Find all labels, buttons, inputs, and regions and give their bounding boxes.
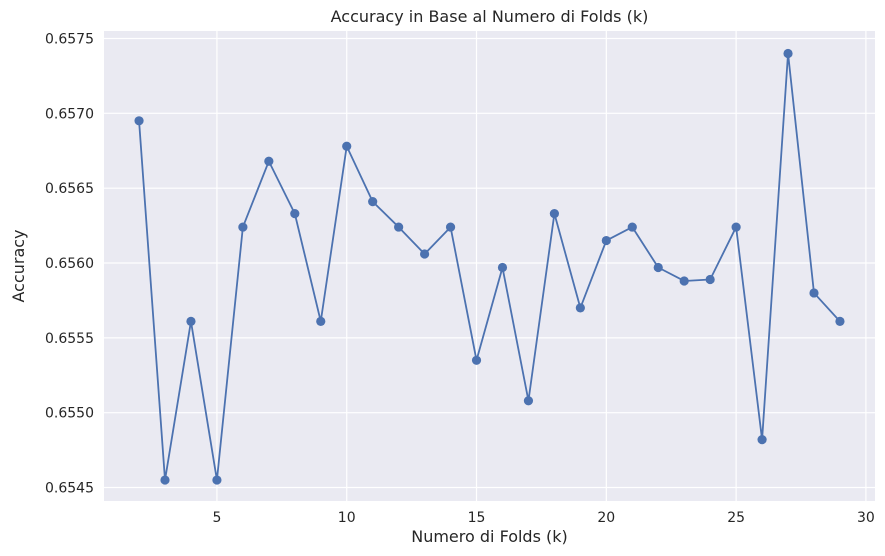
series-line <box>138 52 841 481</box>
y-axis-label: Accuracy <box>9 229 28 302</box>
x-tick-label: 10 <box>338 510 356 526</box>
data-point <box>290 209 300 219</box>
y-tick-label: 0.6550 <box>45 406 94 422</box>
data-point <box>264 156 274 166</box>
x-tick-label: 25 <box>727 510 745 526</box>
data-point <box>783 48 793 59</box>
x-tick-label: 30 <box>857 510 875 526</box>
data-point <box>368 197 378 207</box>
data-point <box>523 396 534 406</box>
data-point <box>705 274 715 285</box>
data-point <box>212 475 222 485</box>
data-point <box>757 435 767 445</box>
data-point <box>342 141 352 151</box>
x-tick-label: 15 <box>468 510 486 526</box>
data-point <box>601 235 611 246</box>
data-point <box>653 262 663 273</box>
data-point <box>471 355 482 365</box>
y-tick-label: 0.6560 <box>45 256 94 272</box>
y-tick-label: 0.6570 <box>45 106 94 122</box>
data-point <box>809 288 819 298</box>
data-point <box>186 316 196 326</box>
data-point <box>134 116 144 126</box>
data-point <box>238 222 248 232</box>
x-axis-label: Numero di Folds (k) <box>411 527 568 546</box>
tick-labels: 5 10 15 20 25 30 0.6545 0.6550 0.6555 0.6560 0.656… <box>45 31 875 526</box>
y-tick-label: 0.6575 <box>45 31 94 47</box>
y-tick-label: 0.6555 <box>45 331 94 347</box>
data-point <box>394 222 404 232</box>
y-tick-label: 0.6545 <box>45 481 94 497</box>
data-point <box>575 303 585 313</box>
data-point <box>316 316 326 326</box>
x-tick-label: 20 <box>597 510 615 526</box>
data-point <box>731 222 741 232</box>
data-point <box>549 209 559 219</box>
chart-title: Accuracy in Base al Numero di Folds (k) <box>331 7 649 26</box>
data-point <box>835 316 845 326</box>
y-tick-label: 0.6565 <box>45 181 94 197</box>
data-point <box>160 475 170 485</box>
data-series <box>134 48 845 485</box>
data-point <box>445 222 456 232</box>
grid-lines <box>104 31 875 501</box>
data-point <box>627 222 637 232</box>
data-point <box>497 262 508 273</box>
data-point <box>420 249 430 259</box>
x-tick-label: 5 <box>212 510 221 526</box>
plot-area <box>104 31 875 501</box>
data-point <box>679 276 689 286</box>
